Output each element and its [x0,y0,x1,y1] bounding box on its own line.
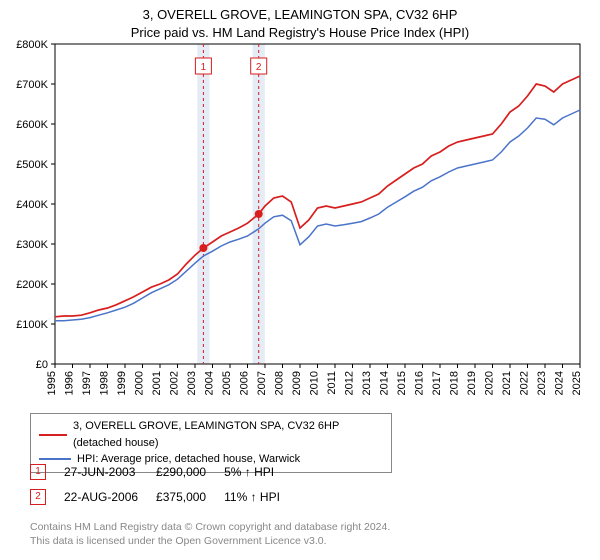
x-tick-label: 2003 [186,371,198,395]
y-tick-label: £100K [16,319,48,331]
x-tick-label: 2015 [396,371,408,395]
series-hpi_warwick [55,110,580,321]
x-tick-label: 1995 [46,371,58,395]
x-tick-label: 2008 [274,371,286,395]
marker-tag: 2 [30,489,46,505]
x-tick-label: 2013 [361,371,373,395]
attribution-footnote: Contains HM Land Registry data © Crown c… [30,520,390,548]
x-tick-label: 2007 [256,371,268,395]
x-tick-label: 2004 [204,371,216,395]
x-tick-label: 2000 [134,371,146,395]
marker-delta: 5% ↑ HPI [224,459,298,484]
sale-marker-point [199,244,207,252]
marker-price: £375,000 [156,484,224,509]
legend-label: 3, OVERELL GROVE, LEAMINGTON SPA, CV32 6… [73,418,383,451]
x-tick-label: 1997 [81,371,93,395]
chart-svg: £0 £100K £200K £300K £400K £500K £600K £700K £80… [0,0,600,410]
marker-tag: 1 [30,464,46,480]
x-tick-label: 2011 [326,371,338,395]
x-tick-label: 2019 [466,371,478,395]
chart-page: 3, OVERELL GROVE, LEAMINGTON SPA, CV32 6… [0,0,600,560]
chart-plot-area: £0 £100K £200K £300K £400K £500K £600K £700K £80… [0,0,600,410]
y-tick-label: £300K [16,239,48,251]
x-tick-label: 1999 [116,371,128,395]
sale-marker-tag-label: 2 [256,62,262,73]
x-tick-label: 2016 [414,371,426,395]
sale-marker-tag-label: 1 [201,62,207,73]
x-tick-label: 2024 [554,371,566,395]
marker-delta: 11% ↑ HPI [224,484,298,509]
x-tick-label: 2018 [449,371,461,395]
y-tick-label: £800K [16,39,48,51]
y-tick-label: £0 [36,359,48,371]
x-tick-label: 2001 [151,371,163,395]
y-tick-label: £500K [16,159,48,171]
plot-frame [55,44,580,364]
footnote-line1: Contains HM Land Registry data © Crown c… [30,520,390,534]
marker-date: 22-AUG-2006 [64,484,156,509]
sale-markers-table: 1 27-JUN-2003 £290,000 5% ↑ HPI 2 22-AUG… [30,459,298,509]
footnote-line2: This data is licensed under the Open Gov… [30,534,390,548]
sale-marker-point [255,210,263,218]
marker-row: 1 27-JUN-2003 £290,000 5% ↑ HPI [30,459,298,484]
x-tick-label: 2025 [571,371,583,395]
legend-row: 3, OVERELL GROVE, LEAMINGTON SPA, CV32 6… [39,418,383,451]
x-tick-label: 2014 [379,371,391,395]
x-tick-label: 2005 [221,371,233,395]
x-tick-label: 2010 [309,371,321,395]
series-subject_property [55,76,580,317]
legend-swatch [39,434,67,436]
marker-price: £290,000 [156,459,224,484]
marker-table: 1 27-JUN-2003 £290,000 5% ↑ HPI 2 22-AUG… [30,459,298,509]
x-tick-label: 2023 [536,371,548,395]
x-tick-label: 1998 [99,371,111,395]
x-tick-label: 1996 [64,371,76,395]
x-tick-label: 2002 [169,371,181,395]
x-tick-label: 2021 [501,371,513,395]
y-tick-label: £700K [16,79,48,91]
y-tick-label: £600K [16,119,48,131]
x-tick-label: 2006 [239,371,251,395]
x-tick-label: 2017 [431,371,443,395]
marker-date: 27-JUN-2003 [64,459,156,484]
x-tick-label: 2022 [519,371,531,395]
x-tick-label: 2012 [344,371,356,395]
y-tick-label: £200K [16,279,48,291]
x-tick-label: 2009 [291,371,303,395]
marker-row: 2 22-AUG-2006 £375,000 11% ↑ HPI [30,484,298,509]
y-tick-label: £400K [16,199,48,211]
x-tick-label: 2020 [484,371,496,395]
